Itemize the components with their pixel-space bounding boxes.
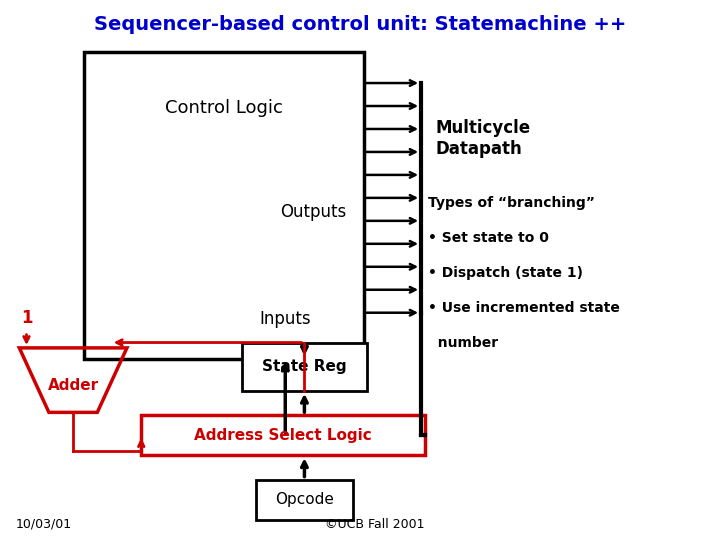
Text: ©UCB Fall 2001: ©UCB Fall 2001 xyxy=(325,517,424,531)
Text: Control Logic: Control Logic xyxy=(165,98,283,117)
Bar xyxy=(141,415,425,455)
Text: Types of “branching”: Types of “branching” xyxy=(428,197,595,211)
Text: Address Select Logic: Address Select Logic xyxy=(194,428,372,443)
Bar xyxy=(84,52,364,359)
Text: Multicycle
Datapath: Multicycle Datapath xyxy=(436,119,531,158)
Text: • Use incremented state: • Use incremented state xyxy=(428,301,620,315)
Text: State Reg: State Reg xyxy=(262,359,347,374)
Bar xyxy=(256,480,353,520)
Text: Sequencer-based control unit: Statemachine ++: Sequencer-based control unit: Statemachi… xyxy=(94,15,626,34)
Text: 10/03/01: 10/03/01 xyxy=(16,517,72,531)
Text: Outputs: Outputs xyxy=(280,202,346,221)
Text: • Set state to 0: • Set state to 0 xyxy=(428,231,549,245)
Text: 1: 1 xyxy=(21,309,32,327)
Text: Opcode: Opcode xyxy=(275,492,334,507)
Text: number: number xyxy=(428,336,498,350)
Bar xyxy=(242,342,367,391)
Text: • Dispatch (state 1): • Dispatch (state 1) xyxy=(428,266,583,280)
Text: Adder: Adder xyxy=(48,378,99,393)
Text: Inputs: Inputs xyxy=(259,310,311,328)
